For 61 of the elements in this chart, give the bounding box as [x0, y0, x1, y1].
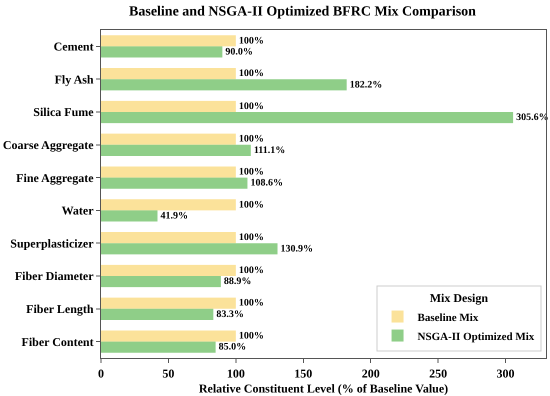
x-tick-label: 100 [226, 366, 245, 380]
data-label: 100% [238, 232, 264, 244]
data-label: 100% [238, 166, 264, 178]
y-tick-label: Silica Fume [33, 105, 94, 120]
y-tick-label: Fiber Content [21, 334, 94, 349]
bar [101, 298, 236, 309]
data-label: 100% [238, 264, 264, 276]
data-label: 130.9% [280, 243, 314, 254]
legend-title: Mix Design [430, 291, 488, 306]
legend-label: Baseline Mix [418, 312, 479, 324]
chart-title: Baseline and NSGA-II Optimized BFRC Mix Comparison [129, 4, 476, 20]
bar [101, 166, 236, 178]
bar [101, 276, 221, 288]
x-tick-label: 300 [496, 366, 515, 380]
bar [101, 342, 216, 353]
bar [101, 79, 347, 90]
data-label: 108.6% [250, 178, 283, 189]
bar [101, 144, 251, 156]
bar [101, 46, 222, 58]
data-label: 88.9% [224, 276, 252, 288]
bar [101, 100, 236, 112]
y-tick-label: Coarse Aggregate [2, 138, 94, 152]
bar [101, 243, 278, 254]
bar [101, 308, 214, 320]
data-label: 100% [238, 298, 264, 309]
y-tick-label: Fine Aggregate [16, 170, 94, 185]
data-label: 100% [238, 134, 264, 145]
bar [101, 178, 248, 189]
y-tick-label: Water [62, 204, 94, 218]
bar [101, 264, 236, 276]
x-tick-label: 50 [162, 366, 174, 380]
y-tick-label: Fly Ash [54, 72, 94, 86]
bar [101, 330, 236, 342]
x-axis-title: Relative Constituent Level (% of Baseline Value) [198, 381, 448, 396]
data-label: 85.0% [218, 342, 246, 353]
x-tick-label: 250 [429, 366, 448, 380]
bar [101, 112, 514, 124]
bar [101, 210, 158, 222]
y-tick-label: Fiber Diameter [14, 269, 94, 284]
x-tick-label: 0 [98, 366, 104, 380]
bar [101, 134, 236, 145]
x-tick-label: 200 [362, 366, 380, 380]
bar [101, 68, 236, 80]
y-tick-label: Superplasticizer [10, 236, 94, 250]
bar [101, 35, 236, 46]
x-tick-label: 150 [294, 366, 312, 380]
y-tick-label: Fiber Length [26, 302, 94, 316]
data-label: 100% [238, 330, 264, 342]
data-label: 90.0% [225, 46, 253, 58]
bar [101, 232, 236, 244]
legend-label: NSGA-II Optimized Mix [418, 330, 535, 343]
y-tick-label: Cement [54, 40, 94, 54]
data-label: 100% [238, 100, 264, 112]
data-label: 111.1% [254, 144, 286, 156]
bar [101, 199, 236, 210]
data-label: 100% [238, 35, 264, 46]
data-label: 83.3% [216, 308, 244, 320]
data-label: 41.9% [160, 210, 188, 222]
data-label: 182.2% [350, 79, 382, 90]
data-label: 100% [238, 68, 264, 80]
data-label: 100% [238, 199, 264, 210]
